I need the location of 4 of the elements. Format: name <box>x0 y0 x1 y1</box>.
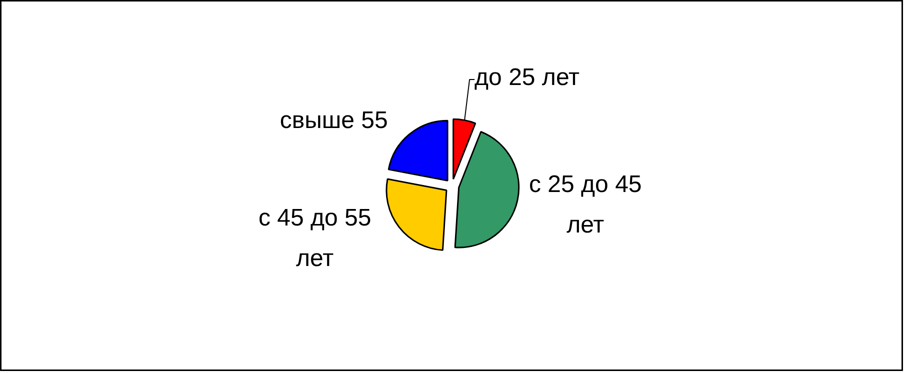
slice-label: свыше 55 <box>280 107 388 134</box>
slice-label: с 45 до 55 лет <box>258 204 372 272</box>
slice-label: до 25 лет <box>474 64 580 92</box>
slice-label: с 25 до 45 лет <box>529 170 642 238</box>
